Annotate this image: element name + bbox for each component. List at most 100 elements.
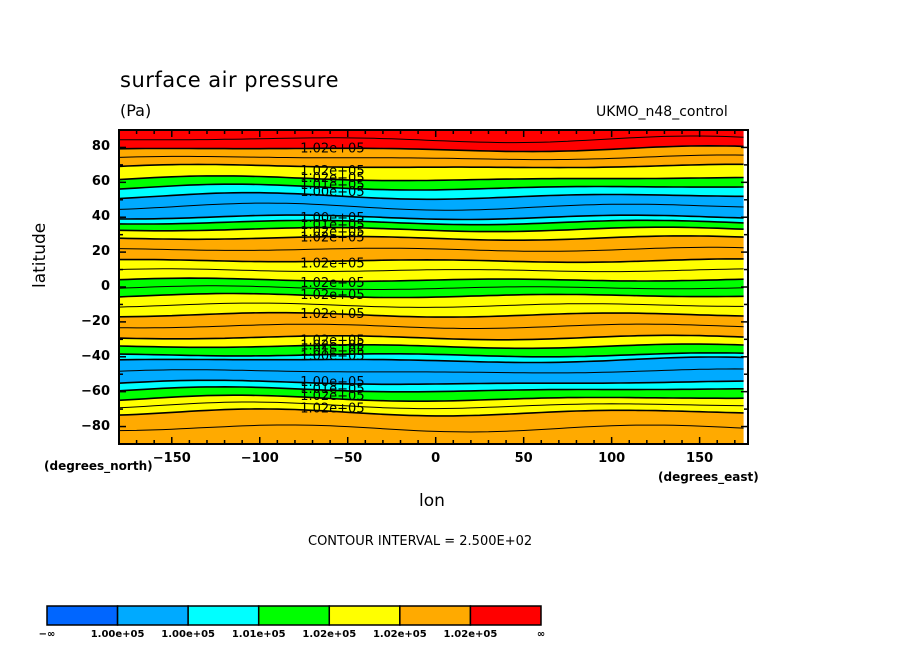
contour-line <box>119 191 744 201</box>
contour-line <box>119 352 744 358</box>
x-tick-label: −50 <box>333 451 363 466</box>
contour-label: 1.02e+05 <box>300 225 364 240</box>
x-tick-label: 50 <box>514 451 533 466</box>
colorbar-label: −∞ <box>38 629 56 640</box>
chart-units: (Pa) <box>120 101 152 120</box>
colorbar-swatch <box>469 605 542 626</box>
x-tick-label: 100 <box>598 451 626 466</box>
colorbar-swatch <box>328 605 401 626</box>
colorbar-label: ∞ <box>536 629 546 640</box>
contour-line <box>119 385 744 393</box>
colorbar-label: 1.02e+05 <box>443 629 498 640</box>
contour-band <box>119 312 744 340</box>
contour-interval-note: CONTOUR INTERVAL = 2.500E+02 <box>308 534 533 549</box>
contour-band <box>119 357 744 385</box>
contour-label: 1.02e+05 <box>300 141 364 156</box>
contour-band <box>119 386 744 402</box>
contour-label: 1.02e+05 <box>300 257 364 272</box>
colorbar-swatch <box>187 605 260 626</box>
contour-band <box>119 184 744 200</box>
contour-line <box>119 277 744 283</box>
contour-label: 1.00e+05 <box>300 185 364 200</box>
contour-line <box>119 235 744 241</box>
x-axis-units: (degrees_east) <box>658 470 759 484</box>
contour-band <box>119 278 744 298</box>
contour-label: 1.02e+05 <box>300 307 364 322</box>
colorbar-label: 1.00e+05 <box>90 629 145 640</box>
x-tick-label: 150 <box>686 451 714 466</box>
contour-line-minor <box>119 268 744 273</box>
contour-label: 1.01e+05 <box>300 218 364 233</box>
contour-label: 1.01e+05 <box>300 178 364 193</box>
y-tick-label: 40 <box>91 209 110 225</box>
contour-line-minor <box>119 285 744 290</box>
contour-line-minor <box>119 368 744 374</box>
contour-line-minor <box>119 323 744 329</box>
colorbar-swatch <box>116 605 189 626</box>
contour-line <box>119 258 744 264</box>
contour-label: 1.02e+05 <box>300 230 364 245</box>
y-tick-label: 0 <box>100 279 110 294</box>
contour-line-minor <box>119 135 744 144</box>
contour-band <box>119 335 744 349</box>
y-axis-units: (degrees_north) <box>44 459 153 473</box>
contour-line <box>119 356 744 364</box>
contour-label: 1.02e+05 <box>300 333 364 348</box>
contour-line <box>119 379 744 386</box>
y-tick-label: −40 <box>81 348 110 364</box>
contour-band <box>119 145 744 168</box>
colorbar-swatch <box>46 605 119 626</box>
contour-line-minor <box>119 401 744 410</box>
contour-line <box>119 343 744 350</box>
contour-line <box>119 183 744 191</box>
contour-line <box>119 175 744 182</box>
contour-label: 1.02e+05 <box>300 164 364 179</box>
colorbar-label: 1.02e+05 <box>302 629 357 640</box>
contour-label: 1.02e+05 <box>300 339 364 354</box>
colorbar-label: 1.01e+05 <box>231 629 286 640</box>
contour-band <box>119 408 744 444</box>
contour-line <box>119 292 744 299</box>
contour-band <box>119 192 744 220</box>
x-tick-label: 0 <box>431 451 441 466</box>
contour-band <box>119 227 744 241</box>
y-tick-label: −20 <box>81 313 110 329</box>
contour-label: 1.02e+05 <box>300 389 364 404</box>
x-tick-label: −150 <box>152 451 191 466</box>
contour-line-minor <box>119 302 744 308</box>
contour-label: 1.02e+05 <box>300 288 364 303</box>
contour-label: 1.01e+05 <box>300 382 364 397</box>
contour-line <box>119 219 744 226</box>
contour-label: 1.00e+05 <box>300 211 364 226</box>
colorbar-swatch <box>399 605 472 626</box>
contour-line <box>119 334 744 341</box>
contour-fill-group: 1.02e+051.02e+051.02e+051.01e+051.00e+05… <box>119 130 744 444</box>
contour-label: 1.00e+05 <box>300 375 364 390</box>
contour-line-minor <box>119 154 744 161</box>
contour-line <box>119 394 744 402</box>
x-tick-label: −100 <box>240 451 279 466</box>
contour-line <box>119 311 744 318</box>
contour-label: 1.01e+05 <box>300 344 364 359</box>
contour-label: 1.02e+05 <box>300 401 364 416</box>
y-tick-label: −60 <box>81 383 110 399</box>
contour-band <box>119 293 744 318</box>
contour-line <box>119 408 744 417</box>
dataset-label: UKMO_n48_control <box>596 104 728 120</box>
contour-line-minor <box>119 202 744 211</box>
colorbar-label: 1.00e+05 <box>161 629 216 640</box>
contour-line <box>119 144 744 153</box>
contour-line-minor <box>119 424 744 433</box>
contour-line-minor <box>119 246 744 252</box>
contour-label: 1.00e+05 <box>300 349 364 364</box>
y-tick-label: 80 <box>91 139 110 155</box>
y-tick-label: −80 <box>81 418 110 434</box>
y-tick-label: 60 <box>91 174 110 190</box>
x-axis-label: lon <box>419 491 445 511</box>
colorbar-label: 1.02e+05 <box>372 629 427 640</box>
y-tick-label: 20 <box>91 244 110 260</box>
contour-line <box>119 214 744 221</box>
contour-line <box>119 226 744 233</box>
contour-label: 1.02e+05 <box>300 276 364 291</box>
